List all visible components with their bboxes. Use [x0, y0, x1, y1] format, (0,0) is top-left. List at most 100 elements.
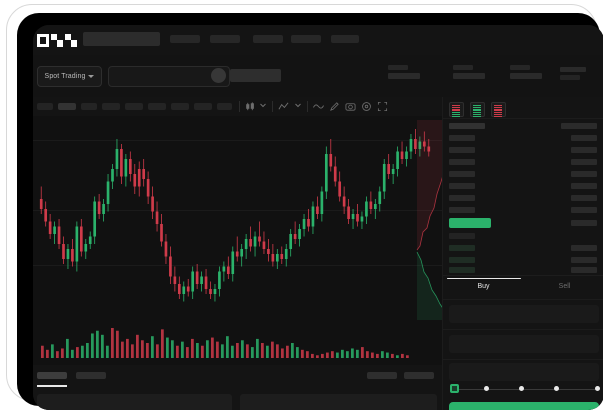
- orderbook-ask-size[interactable]: [571, 207, 597, 213]
- chart-gridline: [33, 210, 442, 211]
- bottom-tab-1[interactable]: [37, 372, 67, 379]
- device-frame: Spot Trading: [6, 4, 603, 410]
- chevron-down-icon[interactable]: [259, 101, 267, 112]
- percent-slider-track[interactable]: [453, 389, 599, 390]
- percent-slider-stop-100[interactable]: [595, 386, 600, 391]
- timeframe-1[interactable]: [37, 103, 53, 110]
- orderbook-ask-size[interactable]: [571, 183, 597, 189]
- toolbar-divider: [272, 101, 273, 112]
- market-subheader: Spot Trading: [33, 55, 603, 97]
- bottom-tab-2[interactable]: [76, 372, 106, 379]
- fullscreen-icon[interactable]: [377, 101, 388, 112]
- orderbook-asks-icon: [494, 105, 502, 118]
- timeframe-4[interactable]: [102, 103, 120, 110]
- bottom-action-2[interactable]: [404, 372, 434, 379]
- amount-field[interactable]: [449, 335, 599, 353]
- price-chart-panel[interactable]: [33, 116, 442, 365]
- nav-item-4[interactable]: [291, 35, 321, 43]
- chevron-down-icon: [88, 75, 95, 78]
- orderbook-ask-price[interactable]: [449, 183, 475, 189]
- order-book-panel: Buy Sell: [442, 97, 603, 410]
- orderbook-ask-price[interactable]: [449, 135, 475, 141]
- orderbook-bid-price[interactable]: [449, 257, 475, 263]
- orderbook-header-divider: [443, 118, 603, 119]
- form-divider: [443, 329, 603, 330]
- bottom-card-right[interactable]: [240, 394, 437, 410]
- percent-slider-stop-75[interactable]: [554, 386, 559, 391]
- orderbook-ask-size[interactable]: [571, 159, 597, 165]
- orderbook-ask-size[interactable]: [571, 171, 597, 177]
- nav-item-3[interactable]: [253, 35, 283, 43]
- device-bezel: Spot Trading: [17, 13, 603, 410]
- line-chart-icon[interactable]: [313, 101, 324, 112]
- stat-block-4: [560, 67, 586, 80]
- orderbook-bid-size[interactable]: [571, 257, 597, 263]
- form-divider: [443, 299, 603, 300]
- okx-logo[interactable]: [37, 33, 77, 47]
- toolbar-divider: [307, 101, 308, 112]
- trading-mode-selector[interactable]: Spot Trading: [37, 66, 102, 87]
- stat-block-1: [388, 65, 420, 79]
- orderbook-last-price: [449, 218, 491, 228]
- bottom-card-left[interactable]: [37, 394, 232, 410]
- timeframe-3[interactable]: [81, 103, 97, 110]
- orderbook-bid-price[interactable]: [449, 233, 475, 239]
- percent-slider-handle[interactable]: [450, 384, 459, 393]
- price-field[interactable]: [449, 305, 599, 323]
- orderbook-bid-size[interactable]: [571, 245, 597, 251]
- logo-letter-x: [65, 33, 77, 47]
- orderbook-last-size: [571, 220, 597, 226]
- percent-slider-stop-50[interactable]: [519, 386, 524, 391]
- stat-line-1: [560, 67, 586, 72]
- orderbook-ask-size[interactable]: [571, 195, 597, 201]
- candlestick-series: [39, 129, 431, 302]
- orderbook-bid-price[interactable]: [449, 267, 475, 273]
- timeframe-6[interactable]: [148, 103, 166, 110]
- indicators-icon[interactable]: [278, 101, 289, 112]
- timeframe-7[interactable]: [171, 103, 189, 110]
- orderbook-mode-bids[interactable]: [470, 102, 485, 118]
- form-divider: [443, 359, 603, 360]
- total-field[interactable]: [449, 363, 599, 381]
- stat-block-2: [453, 65, 485, 79]
- orderbook-ask-price[interactable]: [449, 147, 475, 153]
- orderbook-bid-size[interactable]: [571, 267, 597, 273]
- chart-gridline: [33, 265, 442, 266]
- orderbook-ask-price[interactable]: [449, 159, 475, 165]
- orderbook-col-header-size: [561, 123, 597, 129]
- timeframe-5[interactable]: [125, 103, 143, 110]
- candlestick-chart-icon[interactable]: [245, 101, 256, 112]
- nav-item-1[interactable]: [170, 35, 200, 43]
- app-screen: Spot Trading: [33, 25, 603, 410]
- orderbook-ask-price[interactable]: [449, 207, 475, 213]
- orderbook-ask-price[interactable]: [449, 195, 475, 201]
- logo-letter-k: [51, 33, 63, 47]
- submit-buy-button[interactable]: [449, 402, 599, 410]
- camera-icon[interactable]: [345, 101, 356, 112]
- nav-item-5[interactable]: [331, 35, 359, 43]
- stat-value: [388, 73, 420, 79]
- stat-line-2: [560, 75, 580, 80]
- orderbook-ask-price[interactable]: [449, 171, 475, 177]
- timeframe-9[interactable]: [217, 103, 232, 110]
- chevron-down-icon[interactable]: [294, 101, 302, 112]
- active-tab-underline: [447, 277, 521, 280]
- orderbook-mode-both[interactable]: [449, 102, 464, 118]
- coin-avatar: [211, 68, 226, 83]
- nav-item-2[interactable]: [210, 35, 240, 43]
- bottom-action-1[interactable]: [367, 372, 397, 379]
- orderbook-mode-asks[interactable]: [491, 102, 506, 118]
- orderbook-bid-price[interactable]: [449, 245, 475, 251]
- tab-buy[interactable]: Buy: [477, 283, 490, 290]
- timeframe-8[interactable]: [194, 103, 212, 110]
- pencil-icon[interactable]: [329, 101, 340, 112]
- search-input[interactable]: [83, 32, 160, 46]
- orderbook-ask-size[interactable]: [571, 135, 597, 141]
- trading-mode-label: Spot Trading: [44, 73, 86, 80]
- percent-slider-stop-25[interactable]: [484, 386, 489, 391]
- orderbook-both-icon: [452, 105, 460, 118]
- timeframe-2[interactable]: [58, 103, 76, 110]
- orderbook-ask-size[interactable]: [571, 147, 597, 153]
- settings-icon[interactable]: [361, 101, 372, 112]
- tab-sell[interactable]: Sell: [558, 283, 571, 290]
